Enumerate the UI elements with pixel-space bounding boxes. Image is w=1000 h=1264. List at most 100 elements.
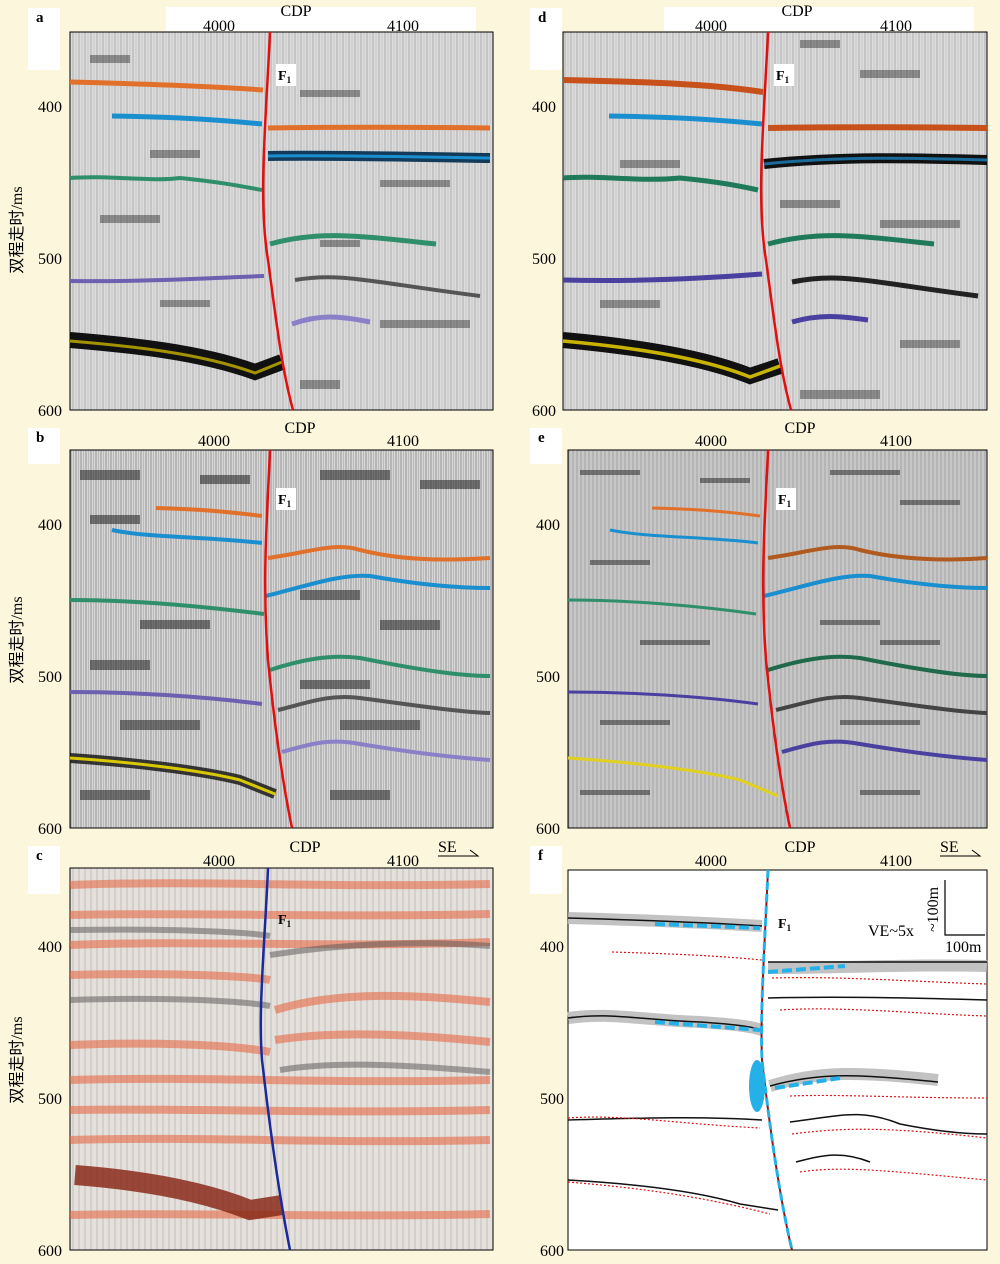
direction-arrow-f <box>940 849 982 857</box>
hscale-label-f: 100m <box>945 939 982 956</box>
x-tick-4100-a: 4100 <box>387 18 419 35</box>
horizon-green-d2 <box>767 233 935 247</box>
direction-label-c: SE <box>438 839 457 856</box>
horizon-black-d <box>791 275 979 299</box>
fault-e <box>761 449 792 829</box>
horizon-yellow-b <box>69 756 276 796</box>
y-tick-500-a: 500 <box>38 251 62 268</box>
horizon-orange-a2 <box>267 124 491 131</box>
horizon-purple-b2 <box>281 739 491 762</box>
ve-label-f: VE~5x <box>868 923 914 940</box>
direction-arrow-c <box>438 849 480 857</box>
horizon-orange-a1 <box>69 79 264 93</box>
horizon-gray-e <box>775 694 988 715</box>
fault-b <box>263 449 294 829</box>
x-tick-4000-a: 4000 <box>203 18 235 35</box>
y-tick-600-b: 600 <box>38 821 62 838</box>
y-axis-title-c: 双程走时/ms <box>8 1016 26 1103</box>
panel-a: F1 a CDP 4000 4100 400 500 600 双程走时/ms <box>8 3 494 420</box>
strong-reflector-c <box>74 1165 284 1221</box>
horizon-blue-b2 <box>265 573 491 598</box>
horizon-blue-b1 <box>111 528 263 545</box>
horizon-yellow-d <box>562 339 781 379</box>
horizon-orange-e2 <box>767 545 988 562</box>
scale-bar-f <box>944 880 985 936</box>
fault-a <box>261 31 295 411</box>
panel-label-e: e <box>538 430 545 446</box>
fault-label-e: F1 <box>778 493 792 509</box>
y-tick-500-e: 500 <box>536 669 560 686</box>
panel-label-b: b <box>36 430 44 446</box>
vscale-label-f: ~100m <box>925 886 942 932</box>
blue-ellipse-f <box>749 1060 765 1112</box>
x-tick-4000-f: 4000 <box>695 853 727 870</box>
y-tick-400-d: 400 <box>532 99 556 116</box>
horizon-green-b1 <box>69 598 265 616</box>
fault-d <box>759 31 793 411</box>
horizon-green-e1 <box>567 598 757 616</box>
x-tick-4000-c: 4000 <box>203 853 235 870</box>
y-tick-500-d: 500 <box>532 251 556 268</box>
y-tick-600-a: 600 <box>38 403 62 420</box>
x-tick-4000-d: 4000 <box>695 18 727 35</box>
horizon-green-a2 <box>269 233 437 247</box>
horizon-green-e2 <box>767 654 988 678</box>
cdp-title-e: CDP <box>784 420 815 437</box>
horizon-purple-a2 <box>291 314 371 327</box>
horizon-orange-b1 <box>155 506 263 518</box>
panel-label-a: a <box>36 10 44 26</box>
x-tick-4100-e: 4100 <box>880 433 912 450</box>
x-tick-4000-b: 4000 <box>198 433 230 450</box>
horizon-purple-a1 <box>69 274 265 284</box>
y-tick-400-a: 400 <box>38 99 62 116</box>
x-tick-4100-c: 4100 <box>387 853 419 870</box>
horizon-orange-d1 <box>562 77 764 95</box>
fault-c <box>259 867 292 1251</box>
horizon-green-a1 <box>69 175 263 192</box>
horizon-gray-a <box>294 275 481 298</box>
cdp-title-c: CDP <box>289 839 320 856</box>
horizon-blue-e1 <box>609 528 759 545</box>
panel-d: F1 d CDP 4000 4100 400 500 600 <box>530 3 988 420</box>
fault-label-a: F1 <box>278 69 292 85</box>
dotted-red-lines-f <box>567 951 988 1215</box>
panel-f: F1 VE~5x ~100m 100m f CDP 4000 4100 SE 4… <box>530 839 988 1260</box>
y-tick-400-e: 400 <box>536 517 560 534</box>
panel-b: F1 b CDP 4000 4100 400 500 600 双程走时/ms <box>8 420 494 838</box>
panel-label-f: f <box>538 848 544 864</box>
horizon-purple-d2 <box>791 314 869 325</box>
horizon-purple-b1 <box>69 690 263 706</box>
cdp-title-d: CDP <box>781 3 812 20</box>
y-tick-600-d: 600 <box>532 403 556 420</box>
x-tick-4000-e: 4000 <box>695 433 727 450</box>
horizon-green-b2 <box>269 654 491 678</box>
horizon-blue-e2 <box>763 573 988 598</box>
y-tick-500-f: 500 <box>540 1091 564 1108</box>
y-tick-600-e: 600 <box>536 821 560 838</box>
horizon-green-d1 <box>562 174 759 193</box>
x-tick-4100-f: 4100 <box>880 853 912 870</box>
y-tick-500-b: 500 <box>38 669 62 686</box>
horizon-blue-d2-color <box>763 156 988 166</box>
direction-label-f: SE <box>940 839 959 856</box>
cdp-title-a: CDP <box>280 3 311 20</box>
panel-e: F1 e CDP 4000 4100 400 500 600 <box>530 420 988 838</box>
y-axis-title-a: 双程走时/ms <box>8 186 26 273</box>
fault-label-b: F1 <box>278 493 292 509</box>
y-axis-title-b: 双程走时/ms <box>8 596 26 683</box>
panel-c: F1 c CDP 4000 4100 SE 400 500 600 双程走时/m… <box>8 839 494 1260</box>
y-tick-400-f: 400 <box>540 939 564 956</box>
cdp-title-b: CDP <box>284 420 315 437</box>
x-tick-4100-b: 4100 <box>387 433 419 450</box>
horizon-yellow-e <box>567 756 779 798</box>
x-tick-4100-d: 4100 <box>880 18 912 35</box>
reflection-events-e <box>580 470 960 795</box>
fault-f-interp <box>760 869 794 1251</box>
horizon-orange-d2 <box>767 124 988 131</box>
panel-label-c: c <box>36 848 43 864</box>
reflection-events-a <box>90 55 470 389</box>
fault-label-c: F1 <box>278 913 292 929</box>
horizon-blue-a2-color <box>267 154 491 160</box>
halo-f2 <box>767 959 988 974</box>
